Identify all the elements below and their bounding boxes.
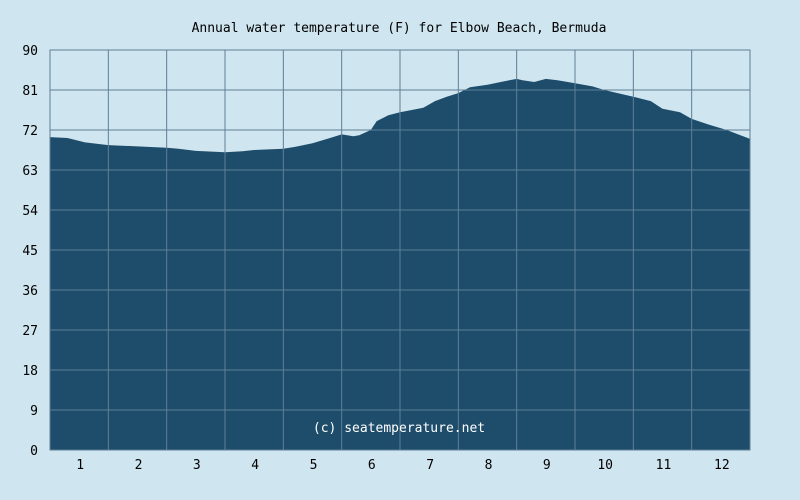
y-tick-label: 54	[22, 204, 38, 219]
x-tick-label: 8	[485, 458, 493, 473]
chart-title: Annual water temperature (F) for Elbow B…	[192, 21, 607, 36]
x-tick-label: 11	[656, 458, 672, 473]
x-tick-label: 12	[714, 458, 730, 473]
x-tick-label: 3	[193, 458, 201, 473]
x-tick-label: 5	[310, 458, 318, 473]
x-tick-label: 7	[426, 458, 434, 473]
y-tick-label: 9	[30, 404, 38, 419]
y-tick-label: 27	[22, 324, 38, 339]
y-tick-label: 0	[30, 444, 38, 459]
x-tick-label: 9	[543, 458, 551, 473]
x-tick-label: 1	[76, 458, 84, 473]
y-tick-label: 63	[22, 164, 38, 179]
y-tick-label: 18	[22, 364, 38, 379]
plot-border	[49, 49, 751, 451]
x-tick-label: 6	[368, 458, 376, 473]
watermark: (c) seatemperature.net	[313, 421, 485, 436]
y-tick-label: 36	[22, 284, 38, 299]
y-tick-label: 90	[22, 44, 38, 59]
y-tick-label: 81	[22, 84, 38, 99]
x-tick-label: 2	[135, 458, 143, 473]
x-tick-label: 4	[251, 458, 259, 473]
y-tick-label: 45	[22, 244, 38, 259]
y-tick-label: 72	[22, 124, 38, 139]
x-tick-label: 10	[597, 458, 613, 473]
